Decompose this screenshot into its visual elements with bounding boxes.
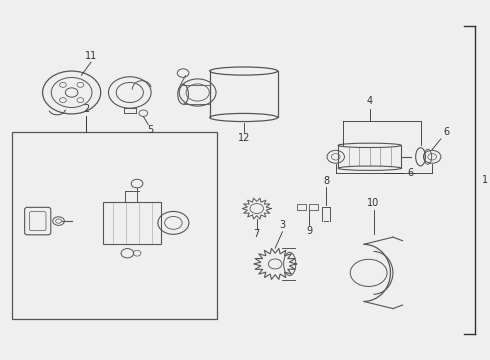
Bar — [12, 132, 217, 319]
Text: 9: 9 — [306, 226, 312, 236]
Text: 4: 4 — [367, 96, 373, 107]
Bar — [103, 202, 161, 244]
Text: 7: 7 — [254, 229, 260, 239]
Text: 8: 8 — [323, 176, 329, 186]
Text: 10: 10 — [368, 198, 380, 208]
Text: 12: 12 — [238, 133, 250, 143]
Text: 1: 1 — [482, 175, 489, 185]
Text: 11: 11 — [85, 51, 97, 61]
Text: 2: 2 — [83, 104, 89, 114]
Bar — [309, 204, 318, 210]
Text: 5: 5 — [147, 125, 153, 135]
Text: 3: 3 — [279, 220, 286, 230]
Text: 6: 6 — [443, 127, 450, 138]
Text: 6: 6 — [408, 168, 414, 178]
Bar — [297, 204, 306, 210]
